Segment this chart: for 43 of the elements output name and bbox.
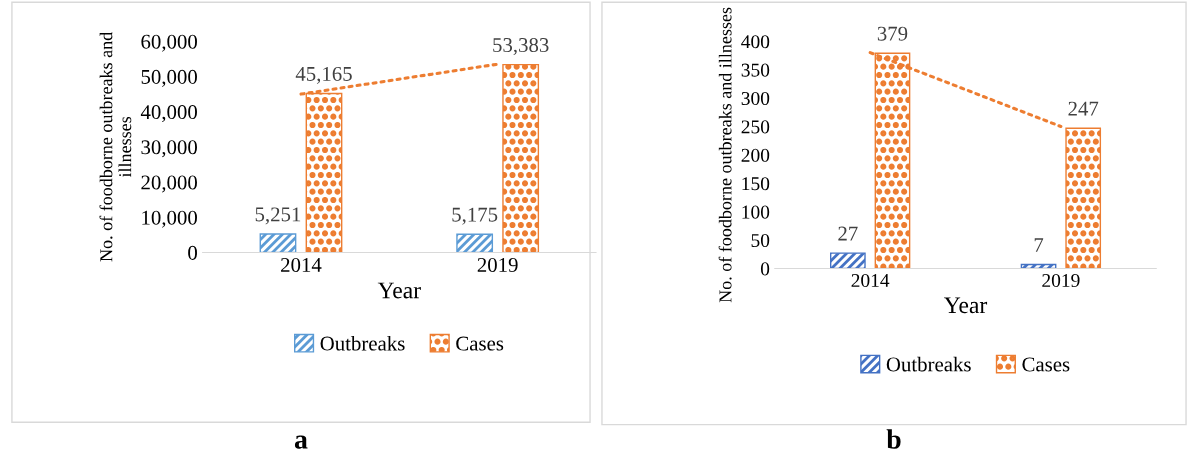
bar bbox=[502, 63, 540, 253]
bar bbox=[1065, 127, 1102, 269]
x-axis-title: Year bbox=[944, 297, 988, 314]
y-tick-label: 0 bbox=[760, 262, 770, 276]
y-tick-label: 350 bbox=[741, 63, 770, 77]
bar bbox=[259, 233, 297, 253]
y-tick-label: 100 bbox=[742, 205, 770, 219]
x-tick-label: 2014 bbox=[851, 273, 890, 288]
x-axis-title: Year bbox=[377, 282, 421, 299]
x-tick-label: 2019 bbox=[477, 257, 518, 272]
y-axis-title: No. of foodborne outbreaks and illnesses bbox=[718, 7, 732, 303]
x-tick-label: 2019 bbox=[1042, 273, 1080, 288]
y-tick-label: 30,000 bbox=[141, 140, 197, 158]
y-tick-label: 20,000 bbox=[141, 175, 197, 193]
bar bbox=[829, 252, 866, 269]
text: b bbox=[886, 429, 901, 449]
legend-label: Outbreaks bbox=[886, 356, 971, 372]
data-label: 247 bbox=[1068, 101, 1099, 116]
y-axis-title: No. of foodborne outbreaks and illnesses bbox=[99, 32, 132, 262]
data-label: 45,165 bbox=[295, 66, 352, 84]
legend-label: Cases bbox=[456, 336, 504, 351]
y-tick-label: 0 bbox=[188, 245, 197, 260]
y-tick-label: 250 bbox=[741, 120, 770, 134]
y-tick-label: 150 bbox=[742, 177, 770, 191]
y-tick-label: 200 bbox=[741, 148, 770, 162]
x-tick-label: 2014 bbox=[281, 257, 322, 272]
y-tick-label: 300 bbox=[741, 91, 770, 106]
data-label: 7 bbox=[1034, 238, 1044, 252]
y-tick-label: 60,000 bbox=[141, 34, 197, 52]
data-label: 5,251 bbox=[255, 207, 301, 225]
y-tick-label: 50 bbox=[751, 233, 770, 248]
legend-label: Outbreaks bbox=[320, 335, 405, 351]
bar bbox=[456, 233, 494, 253]
data-label: 27 bbox=[838, 226, 858, 241]
y-tick-label: 10,000 bbox=[142, 210, 197, 228]
y-tick-label: 400 bbox=[741, 35, 770, 49]
data-label: 379 bbox=[877, 26, 908, 41]
data-label: 53,383 bbox=[493, 37, 549, 56]
y-tick-label: 50,000 bbox=[141, 69, 197, 87]
text: a bbox=[294, 435, 308, 449]
legend-label: Cases bbox=[1022, 357, 1070, 372]
y-tick-label: 40,000 bbox=[140, 105, 197, 123]
data-label: 5,175 bbox=[452, 207, 498, 225]
